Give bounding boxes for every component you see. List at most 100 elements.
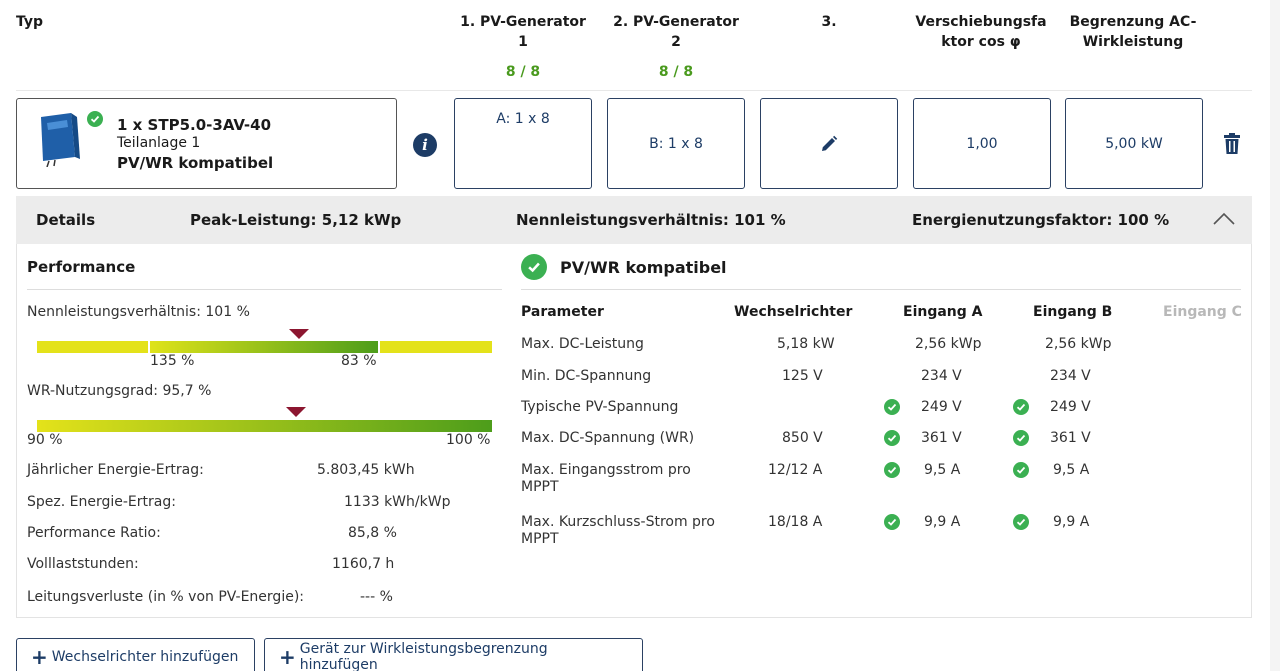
- column-header-pv-generator-1: 1. PV-Generator 1: [452, 12, 594, 52]
- a-max-dc-voltage-check-icon: [884, 430, 900, 446]
- a-max-short-circuit-check-icon: [884, 514, 900, 530]
- specific-yield-label: Spez. Energie-Ertrag:: [27, 494, 176, 510]
- inverter-subsystem: Teilanlage 1: [117, 135, 201, 151]
- add-inverter-button[interactable]: + Wechselrichter hinzufügen: [16, 638, 255, 671]
- ratio-bar-left-label: 135 %: [150, 353, 195, 369]
- column-header-third: 3.: [821, 14, 837, 30]
- b-min-dc-voltage: 234 V: [1050, 368, 1091, 384]
- b-max-short-circuit-current: 9,9 A: [1053, 514, 1090, 530]
- ratio-bar-right-label: 83 %: [341, 353, 377, 369]
- full-load-hours-value: 1160,7 h: [332, 556, 395, 572]
- pv1-header-line2: 1: [518, 34, 528, 50]
- a-typical-pv-check-icon: [884, 399, 900, 415]
- header-divider: [16, 90, 1252, 91]
- pv2-header-line2: 2: [671, 34, 681, 50]
- ratio-bar-center: [150, 341, 378, 353]
- performance-title: Performance: [27, 258, 136, 276]
- info-icon[interactable]: i: [413, 133, 437, 157]
- pv-generator-a-button[interactable]: A: 1 x 8: [454, 98, 592, 189]
- peak-power: Peak-Leistung: 5,12 kWp: [190, 211, 402, 229]
- ac-header-line2: Wirkleistung: [1082, 34, 1184, 50]
- param-max-dc-power: Max. DC-Leistung: [521, 336, 644, 352]
- wr-min-dc-voltage: 125 V: [782, 368, 823, 384]
- col-input-b: Eingang B: [1033, 304, 1113, 320]
- wr-max-dc-power: 5,18 kW: [777, 336, 835, 352]
- param-max-input-current-line2: MPPT: [521, 479, 559, 495]
- ac-header-line1: Begrenzung AC-: [1069, 14, 1197, 30]
- ac-limit-value: 5,00 kW: [1105, 135, 1163, 152]
- trash-icon[interactable]: [1222, 133, 1242, 155]
- add-power-limit-device-label: Gerät zur Wirkleistungsbegrenzung hinzuf…: [299, 641, 548, 671]
- line-losses-value: --- %: [360, 589, 393, 605]
- a-typical-pv-voltage: 249 V: [921, 399, 962, 415]
- full-load-hours-label: Volllaststunden:: [27, 556, 139, 572]
- usage-bar-left-label: 90 %: [27, 432, 63, 448]
- param-max-dc-voltage: Max. DC-Spannung (WR): [521, 430, 695, 446]
- column-header-cos-phi: Verschiebungsfa ktor cos φ: [906, 12, 1056, 52]
- b-max-dc-power: 2,56 kWp: [1045, 336, 1112, 352]
- col-inverter: Wechselrichter: [734, 304, 853, 320]
- cos-header-line2: ktor cos φ: [941, 34, 1021, 50]
- edit-generator-button[interactable]: [760, 98, 898, 189]
- inverter-name: 1 x STP5.0-3AV-40: [117, 116, 272, 134]
- details-bar[interactable]: Details Peak-Leistung: 5,12 kWp Nennleis…: [16, 196, 1252, 244]
- wr-max-dc-voltage: 850 V: [782, 430, 823, 446]
- pv2-header-line1: 2. PV-Generator: [613, 14, 739, 30]
- page-scrollbar[interactable]: [1270, 0, 1280, 671]
- cos-phi-value: 1,00: [966, 135, 998, 152]
- ratio-bar-right: [380, 341, 492, 353]
- performance-divider: [27, 289, 502, 290]
- usage-bar: [37, 420, 492, 432]
- param-min-dc-voltage: Min. DC-Spannung: [521, 368, 652, 384]
- annual-yield-value: 5.803,45 kWh: [317, 462, 415, 478]
- ratio-marker: [289, 329, 310, 339]
- a-max-input-current-check-icon: [884, 462, 900, 478]
- col-input-c: Eingang C: [1163, 304, 1242, 320]
- chevron-up-icon[interactable]: [1212, 212, 1236, 226]
- b-max-short-circuit-check-icon: [1013, 514, 1029, 530]
- column-header-ac-limit: Begrenzung AC- Wirkleistung: [1058, 12, 1208, 52]
- pv1-module-count: 8 / 8: [505, 64, 541, 80]
- performance-ratio-value: 85,8 %: [348, 525, 397, 541]
- b-typical-pv-check-icon: [1013, 399, 1029, 415]
- pv2-module-count: 8 / 8: [658, 64, 694, 80]
- ratio-label: Nennleistungsverhältnis: 101 %: [27, 304, 250, 320]
- compat-divider: [521, 289, 1241, 290]
- inverter-compat-status: PV/WR kompatibel: [117, 154, 274, 172]
- b-max-dc-voltage-check-icon: [1013, 430, 1029, 446]
- ac-limit-field[interactable]: 5,00 kW: [1065, 98, 1203, 189]
- column-header-pv-generator-2: 2. PV-Generator 2: [605, 12, 747, 52]
- usage-bar-right-label: 100 %: [446, 432, 491, 448]
- performance-ratio-label: Performance Ratio:: [27, 525, 161, 541]
- param-max-short-circuit-line1: Max. Kurzschluss-Strom pro: [521, 514, 715, 530]
- column-header-typ: Typ: [16, 14, 44, 30]
- wr-max-input-current: 12/12 A: [768, 462, 823, 478]
- specific-yield-value: 1133 kWh/kWp: [344, 494, 451, 510]
- plus-icon: +: [31, 645, 48, 669]
- param-typical-pv-voltage: Typische PV-Spannung: [521, 399, 679, 415]
- pv-generator-b-label: B: 1 x 8: [649, 135, 703, 152]
- annual-yield-label: Jährlicher Energie-Ertrag:: [27, 462, 204, 478]
- a-max-dc-power: 2,56 kWp: [915, 336, 982, 352]
- pv1-header-line1: 1. PV-Generator: [460, 14, 586, 30]
- inverter-device-icon: [37, 111, 83, 168]
- a-max-dc-voltage: 361 V: [921, 430, 962, 446]
- plus-icon: +: [279, 645, 296, 669]
- line-losses-label: Leitungsverluste (in % von PV-Energie):: [27, 589, 304, 605]
- col-input-a: Eingang A: [903, 304, 983, 320]
- usage-marker: [286, 407, 307, 417]
- inverter-card[interactable]: 1 x STP5.0-3AV-40 Teilanlage 1 PV/WR kom…: [16, 98, 397, 189]
- pv-generator-b-button[interactable]: B: 1 x 8: [607, 98, 745, 189]
- param-max-input-current: Max. Eingangsstrom pro MPPT: [521, 462, 691, 496]
- add-inverter-label: Wechselrichter hinzufügen: [51, 649, 239, 665]
- add-power-limit-device-button[interactable]: + Gerät zur Wirkleistungsbegrenzung hinz…: [264, 638, 643, 671]
- a-max-short-circuit-current: 9,9 A: [924, 514, 961, 530]
- param-max-input-current-line1: Max. Eingangsstrom pro: [521, 462, 691, 478]
- b-max-input-current-check-icon: [1013, 462, 1029, 478]
- cos-phi-field[interactable]: 1,00: [913, 98, 1051, 189]
- b-typical-pv-voltage: 249 V: [1050, 399, 1091, 415]
- pencil-icon: [822, 135, 838, 151]
- param-max-short-circuit-current: Max. Kurzschluss-Strom pro MPPT: [521, 514, 715, 548]
- compat-title: PV/WR kompatibel: [560, 258, 727, 277]
- cos-header-line1: Verschiebungsfa: [915, 14, 1047, 30]
